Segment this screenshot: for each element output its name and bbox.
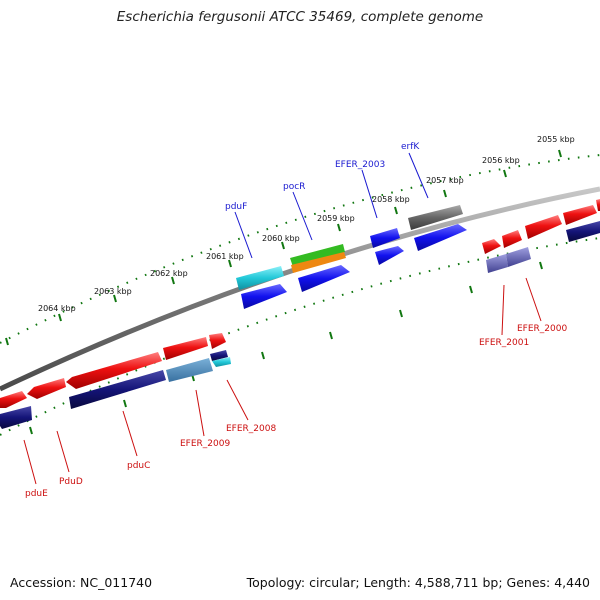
gene-label: EFER_2008	[226, 424, 276, 434]
cds-arrow[interactable]	[166, 358, 213, 382]
cds-arrow[interactable]	[408, 205, 463, 230]
gene-label: EFER_2001	[479, 338, 529, 348]
feature-green[interactable]	[290, 244, 345, 267]
gene-label: pduF	[225, 202, 247, 212]
tick-label: 2059 kbp	[317, 214, 355, 223]
gene-arrow[interactable]	[525, 215, 562, 239]
gene-label: pocR	[283, 182, 305, 192]
gene-arrow[interactable]	[563, 205, 597, 225]
reverse-cds-left	[0, 350, 231, 429]
feature-orange[interactable]	[291, 252, 346, 273]
map-title: Escherichia fergusonii ATCC 35469, compl…	[116, 9, 484, 25]
gene-label: EFER_2009	[180, 439, 230, 449]
tick-label: 2057 kbp	[426, 176, 464, 185]
tick-label: 2058 kbp	[372, 195, 410, 204]
cds-arrow[interactable]	[210, 350, 228, 361]
cds-arrow[interactable]	[69, 370, 166, 409]
cds-arrow[interactable]	[236, 266, 284, 290]
gene-label: EFER_2003	[335, 160, 385, 170]
cds-arrow[interactable]	[566, 221, 600, 242]
gene-label: PduD	[59, 477, 83, 487]
tick-label: 2056 kbp	[482, 156, 520, 165]
accession-text: Accession: NC_011740	[10, 575, 153, 590]
tick-label: 2055 kbp	[537, 135, 575, 144]
cds-arrow[interactable]	[375, 246, 404, 265]
genome-backbone	[0, 186, 600, 392]
gene-arrow[interactable]	[482, 239, 501, 254]
tick-label: 2061 kbp	[206, 252, 244, 261]
tick-labels: 2064 kbp 2063 kbp 2062 kbp 2061 kbp 2060…	[38, 135, 575, 313]
tick-label: 2062 kbp	[150, 269, 188, 278]
gene-arrow[interactable]	[163, 337, 208, 360]
major-ticks	[5, 149, 562, 435]
cds-arrow[interactable]	[241, 284, 287, 309]
leader-lines-bottom	[23, 277, 542, 485]
gene-arrow[interactable]	[209, 333, 226, 349]
gene-label: erfK	[401, 142, 420, 152]
gene-label: pduC	[127, 461, 150, 471]
gene-label: pduE	[25, 489, 48, 499]
gene-labels-top: pduF pocR EFER_2003 erfK	[225, 142, 420, 212]
tick-label: 2064 kbp	[38, 304, 76, 313]
cds-arrow[interactable]	[298, 265, 350, 292]
gene-labels-bottom: pduE PduD pduC EFER_2009 EFER_2008 EFER_…	[25, 324, 567, 499]
forward-genes-left	[0, 333, 226, 408]
leader-lines-top	[234, 152, 429, 259]
cds-arrow[interactable]	[370, 228, 400, 248]
cds-arrow[interactable]	[0, 406, 32, 429]
gene-arrow[interactable]	[27, 378, 66, 399]
tick-label: 2060 kbp	[262, 234, 300, 243]
right-cluster	[482, 199, 600, 273]
upper-features	[236, 205, 467, 309]
gene-arrow[interactable]	[66, 352, 162, 389]
cds-arrow[interactable]	[486, 254, 508, 273]
gene-label: EFER_2000	[517, 324, 567, 334]
cds-arrow[interactable]	[506, 247, 531, 267]
gene-arrow[interactable]	[596, 199, 600, 211]
cds-arrow[interactable]	[414, 224, 467, 251]
gene-arrow[interactable]	[502, 230, 522, 248]
gene-arrow[interactable]	[0, 391, 27, 408]
topology-text: Topology: circular; Length: 4,588,711 bp…	[246, 575, 590, 590]
cds-arrow[interactable]	[212, 357, 231, 367]
tick-label: 2063 kbp	[94, 287, 132, 296]
